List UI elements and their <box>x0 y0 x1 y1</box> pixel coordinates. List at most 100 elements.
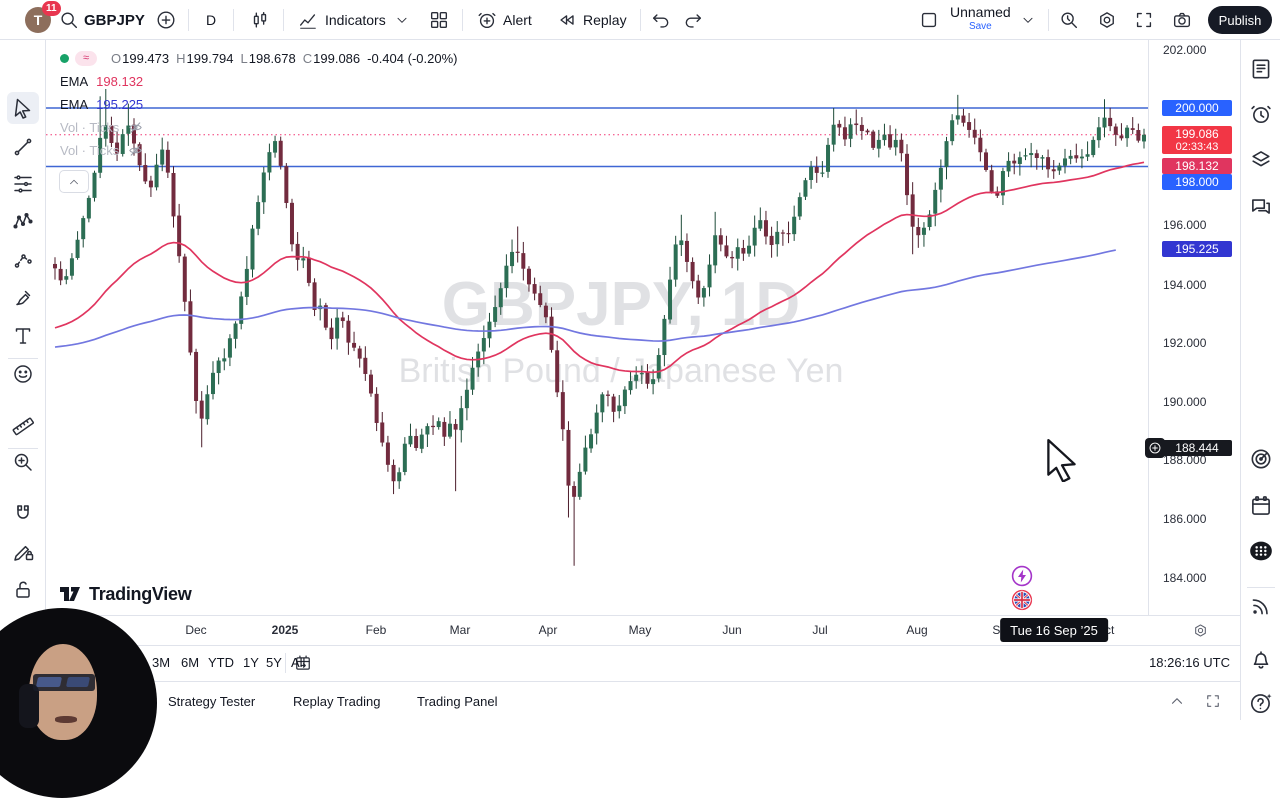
range-button-all[interactable]: All <box>291 655 306 670</box>
volume-legend-row[interactable]: Vol · Ticks <box>60 140 457 160</box>
text-tool[interactable] <box>7 320 39 352</box>
price-tick: 184.000 <box>1163 571 1207 585</box>
goto-date-icon[interactable] <box>293 653 313 673</box>
object-tree-panel[interactable] <box>1248 146 1274 172</box>
compare-add-button[interactable] <box>155 0 177 40</box>
volume-legend-row[interactable]: Vol · Ticks <box>60 117 457 137</box>
screener-panel[interactable] <box>1248 446 1274 472</box>
layout-menu-button[interactable] <box>1020 0 1036 40</box>
drawing-lock-tool[interactable] <box>7 536 39 568</box>
tab-replay-trading[interactable]: Replay Trading <box>293 694 381 709</box>
redo-button[interactable] <box>682 0 704 40</box>
fib-retracement-tool[interactable] <box>7 168 39 200</box>
layout-name: Unnamed <box>950 4 1011 20</box>
indicators-button[interactable]: Indicators <box>297 0 410 40</box>
forecast-tool[interactable] <box>7 244 39 276</box>
save-layout-button[interactable]: Unnamed Save <box>950 4 1011 32</box>
fullscreen-button[interactable] <box>1133 0 1155 40</box>
panel-expand-chevron-icon[interactable] <box>1168 692 1186 710</box>
divider <box>8 448 38 449</box>
ohlc-values: O199.473 H199.794 L198.678 C199.086 -0.404 (… <box>111 51 457 66</box>
trend-line-tool[interactable] <box>7 131 39 163</box>
range-button-5y[interactable]: 5Y <box>266 655 282 670</box>
lock-all-tool[interactable] <box>7 574 39 606</box>
symbol-search[interactable]: GBPJPY <box>58 0 145 40</box>
axis-settings-gear-icon[interactable] <box>1192 622 1209 639</box>
alert-button[interactable]: Alert <box>476 0 532 40</box>
legend-collapse-button[interactable] <box>59 170 89 193</box>
ema-legend-row[interactable]: EMA 195.225 <box>60 94 457 114</box>
range-button-6m[interactable]: 6M <box>181 655 200 670</box>
replay-button[interactable]: Replay <box>556 0 627 40</box>
volume-label: Vol · Ticks <box>60 142 120 158</box>
undo-button[interactable] <box>650 0 672 40</box>
crosshair-date-tooltip: Tue 16 Sep ’25 <box>1000 618 1108 642</box>
ohlc-key: C <box>302 50 313 66</box>
ema-legend-row[interactable]: EMA 198.132 <box>60 71 457 91</box>
gear-icon <box>1096 9 1118 31</box>
pattern-tool[interactable] <box>7 206 39 238</box>
eye-off-icon[interactable] <box>127 119 144 136</box>
chevron-down-icon <box>1020 12 1036 28</box>
eye-off-icon[interactable] <box>127 142 144 159</box>
measure-tool[interactable] <box>7 408 39 440</box>
apps-grid-button[interactable] <box>1248 538 1274 564</box>
range-button-3m[interactable]: 3M <box>152 655 171 670</box>
indicator-templates-button[interactable] <box>428 0 450 40</box>
brush-tool[interactable] <box>7 282 39 314</box>
feed-icon <box>1252 599 1268 615</box>
price-badge: 195.225 <box>1162 240 1232 257</box>
tradingview-logo[interactable]: TradingView <box>58 582 192 606</box>
glasses-reflection <box>65 677 91 687</box>
alert-label: Alert <box>503 12 532 28</box>
market-status-dot[interactable] <box>60 53 69 63</box>
magnet-tool[interactable] <box>7 498 39 530</box>
publish-button[interactable]: Publish <box>1208 6 1272 34</box>
replay-label: Replay <box>583 12 627 28</box>
tab-trading-panel[interactable]: Trading Panel <box>417 694 498 709</box>
utc-clock[interactable]: 18:26:16 UTC <box>1149 655 1230 670</box>
zoom-in-tool[interactable] <box>7 446 39 478</box>
watchlist-panel[interactable] <box>1248 56 1274 82</box>
ohlc-value: 199.086 <box>313 50 361 66</box>
calendar-panel[interactable] <box>1248 493 1274 519</box>
snapshot-button[interactable] <box>1171 0 1193 40</box>
divider <box>283 9 284 31</box>
ema-value: 198.132 <box>96 73 144 89</box>
forecast-icon <box>14 254 32 268</box>
layout-select-button[interactable] <box>918 0 940 40</box>
range-button-1y[interactable]: 1Y <box>243 655 259 670</box>
interval-button[interactable]: D <box>206 12 217 28</box>
add-order-plus-button[interactable] <box>1145 438 1165 458</box>
change-value: -0.404 (-0.20%) <box>367 50 458 66</box>
chart-area[interactable] <box>46 40 1148 615</box>
chat-icon <box>1252 199 1270 214</box>
price-badge: 200.000 <box>1162 99 1232 116</box>
data-feed-panel[interactable] <box>1248 593 1274 619</box>
alerts-panel[interactable] <box>1248 101 1274 127</box>
price-badge: 198.132 <box>1162 157 1232 174</box>
time-axis[interactable]: Dec2025FebMarAprMayJunJulAugSepOctTue 16… <box>46 615 1240 645</box>
ohlc-value: 199.473 <box>122 50 170 66</box>
quick-search-button[interactable] <box>1058 0 1080 40</box>
chat-panel[interactable] <box>1248 193 1274 219</box>
price-chart-canvas[interactable] <box>46 40 1148 615</box>
tab-strategy-tester[interactable]: Strategy Tester <box>168 694 256 709</box>
panel-maximize-icon[interactable] <box>1204 692 1222 710</box>
price-axis[interactable]: 202.000 196.000 194.000 192.000 190.000 188.0… <box>1145 40 1240 615</box>
event-uk-flag-icon[interactable] <box>1011 589 1033 611</box>
plus-circle-icon <box>155 9 177 31</box>
cursor-tool[interactable] <box>7 92 39 124</box>
ema-label: EMA <box>60 73 89 89</box>
help-button[interactable] <box>1248 690 1274 716</box>
event-lightning-icon[interactable] <box>1011 565 1033 587</box>
emoji-tool[interactable] <box>7 358 39 390</box>
range-button-ytd[interactable]: YTD <box>208 655 234 670</box>
time-axis-label: Jun <box>722 623 742 637</box>
chart-style-button[interactable] <box>249 0 271 40</box>
price-badge: 199.086 02:33:43 <box>1162 126 1232 154</box>
chevron-up-icon <box>67 175 81 189</box>
notifications-panel[interactable] <box>1248 646 1274 672</box>
settings-button[interactable] <box>1096 0 1118 40</box>
fullscreen-icon <box>1133 9 1155 31</box>
